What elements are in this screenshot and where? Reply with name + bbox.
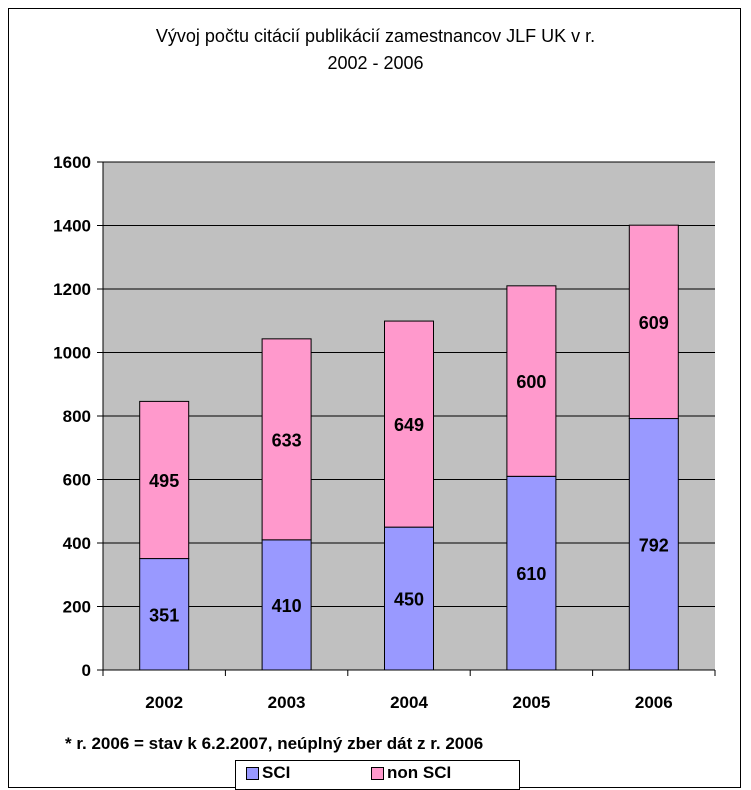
data-label: 633 <box>272 430 302 450</box>
data-labels: 351 495 410 633 450 649 610 600 792 609 <box>149 313 669 625</box>
bar-segment-sci <box>628 418 679 671</box>
bar-segment-non-sci <box>261 338 312 541</box>
bar-segment-non-sci <box>506 285 557 477</box>
y-tick-label: 600 <box>63 471 91 490</box>
legend-label-sci: SCI <box>262 763 291 782</box>
data-label: 649 <box>394 415 424 435</box>
bars <box>139 224 679 671</box>
y-tick-label: 800 <box>63 407 91 426</box>
legend: SCI non SCI <box>235 760 520 790</box>
data-label: 609 <box>639 313 669 333</box>
data-label: 600 <box>516 372 546 392</box>
bar-segment-non-sci <box>628 224 679 420</box>
data-label: 351 <box>149 605 179 625</box>
bar-segment-non-sci <box>139 400 190 560</box>
legend-label-non-sci: non SCI <box>387 763 452 782</box>
data-label: 495 <box>149 471 179 491</box>
bar-segment-sci <box>139 558 190 671</box>
legend-entry-sci: SCI <box>246 763 290 783</box>
x-tick-label: 2003 <box>268 693 306 712</box>
x-tick-label: 2004 <box>390 693 428 712</box>
chart-title-line-1: Vývoj počtu citácií publikácií zamestnan… <box>155 26 596 46</box>
chart-title-line-2: 2002 - 2006 <box>327 53 424 73</box>
x-tick-label: 2005 <box>512 693 550 712</box>
x-tick-label: 2002 <box>145 693 183 712</box>
y-tick-label: 1600 <box>53 153 91 172</box>
y-tick-label: 1400 <box>53 217 91 236</box>
bar-segment-non-sci <box>384 320 434 528</box>
x-tick-label: 2006 <box>635 693 673 712</box>
y-tick-label: 400 <box>63 534 91 553</box>
data-label: 410 <box>272 596 302 616</box>
bar-segment-sci <box>261 539 312 671</box>
data-label: 450 <box>394 590 424 610</box>
data-label: 792 <box>639 535 669 555</box>
footnote: * r. 2006 = stav k 6.2.2007, neúplný zbe… <box>65 734 484 753</box>
y-tick-label: 0 <box>82 661 91 680</box>
axes: 0 200 400 600 800 1000 1200 1400 1600 2002 2003 200… <box>53 153 716 712</box>
y-tick-label: 1000 <box>53 344 91 363</box>
y-tick-label: 1200 <box>53 280 91 299</box>
y-tick-label: 200 <box>63 598 91 617</box>
bar-segment-sci <box>384 526 434 671</box>
data-label: 610 <box>516 564 546 584</box>
legend-entry-non-sci: non SCI <box>371 763 451 783</box>
